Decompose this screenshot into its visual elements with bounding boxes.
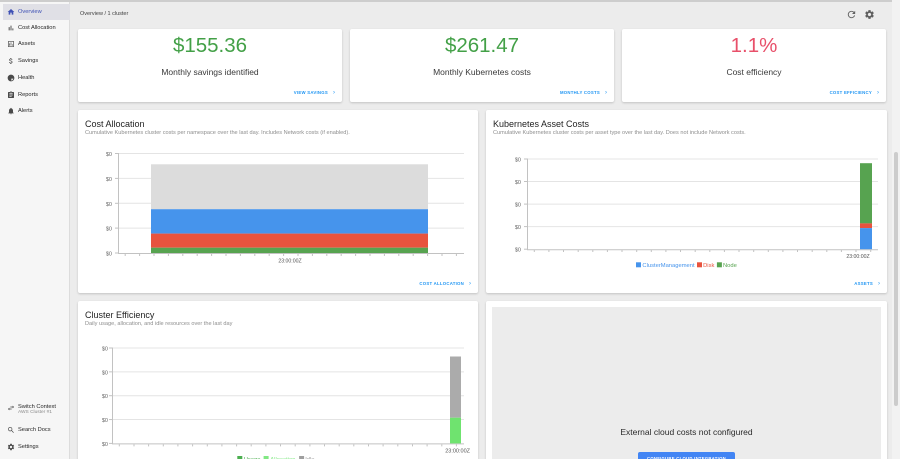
svg-text:$0: $0 <box>106 252 112 258</box>
svg-text:$0: $0 <box>515 203 521 209</box>
svg-text:Allocation: Allocation <box>270 457 295 459</box>
svg-text:$0: $0 <box>106 227 112 233</box>
svg-text:$0: $0 <box>106 177 112 183</box>
svg-text:$0: $0 <box>515 158 521 164</box>
svg-text:Idle: Idle <box>305 457 314 459</box>
svg-text:Disk: Disk <box>703 263 714 269</box>
svg-text:ClusterManagement: ClusterManagement <box>642 263 695 269</box>
svg-text:$0: $0 <box>515 225 521 231</box>
svg-text:$0: $0 <box>102 347 108 353</box>
svg-text:$0: $0 <box>515 180 521 186</box>
svg-text:$0: $0 <box>102 394 108 400</box>
svg-text:$0: $0 <box>106 152 112 158</box>
svg-text:Usage: Usage <box>244 457 261 459</box>
svg-text:23:00:00Z: 23:00:00Z <box>846 254 869 260</box>
svg-text:$0: $0 <box>102 442 108 448</box>
svg-text:$0: $0 <box>515 248 521 254</box>
svg-text:23:00:00Z: 23:00:00Z <box>445 449 470 455</box>
svg-text:$0: $0 <box>102 370 108 376</box>
svg-text:Node: Node <box>723 263 737 269</box>
svg-text:$0: $0 <box>106 202 112 208</box>
svg-text:23:00:00Z: 23:00:00Z <box>278 259 301 265</box>
svg-text:$0: $0 <box>102 418 108 424</box>
